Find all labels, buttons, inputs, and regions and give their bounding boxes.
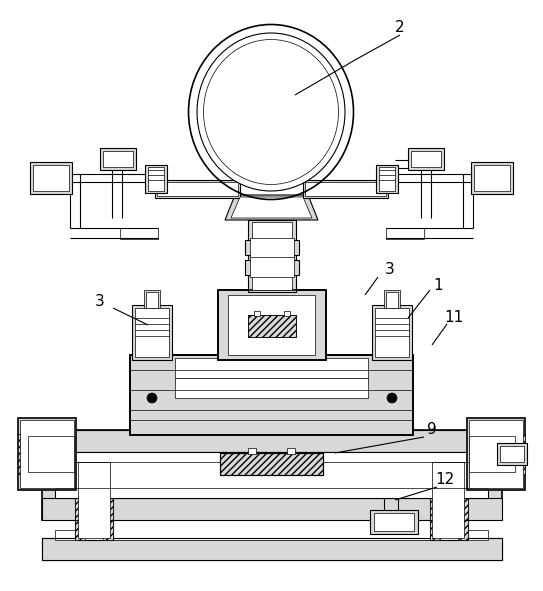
Bar <box>254 311 260 316</box>
Ellipse shape <box>204 40 338 184</box>
Bar <box>42 538 502 560</box>
Bar <box>250 238 294 258</box>
Bar <box>228 295 315 355</box>
Bar <box>130 355 413 435</box>
Bar <box>245 240 299 255</box>
Bar <box>75 520 468 540</box>
Bar <box>28 436 74 472</box>
Bar <box>132 305 172 360</box>
Bar <box>458 460 468 540</box>
Bar <box>386 292 398 308</box>
Bar <box>33 165 69 191</box>
Ellipse shape <box>197 33 345 191</box>
Bar <box>430 460 468 540</box>
Bar <box>130 355 413 435</box>
Bar <box>144 290 160 310</box>
Bar <box>384 290 400 310</box>
Bar <box>18 434 28 474</box>
Bar <box>469 420 523 488</box>
Bar <box>252 222 292 290</box>
Bar <box>42 430 502 452</box>
Bar <box>248 315 296 337</box>
Bar <box>220 453 323 475</box>
Bar <box>375 308 409 357</box>
Bar <box>103 151 133 167</box>
Bar <box>42 538 502 560</box>
Bar <box>20 420 74 488</box>
Bar <box>474 165 510 191</box>
Bar <box>157 182 238 196</box>
Text: 12: 12 <box>435 472 454 488</box>
Bar <box>303 180 388 198</box>
Bar <box>374 513 414 531</box>
Bar <box>379 167 395 191</box>
Bar <box>175 378 368 398</box>
Bar <box>148 167 164 191</box>
Text: 3: 3 <box>385 262 395 278</box>
Bar <box>18 418 76 490</box>
Bar <box>103 460 113 540</box>
Bar <box>100 148 136 170</box>
Bar <box>432 462 464 538</box>
Bar <box>411 151 441 167</box>
Bar <box>370 510 418 534</box>
Bar <box>467 418 525 490</box>
Bar <box>120 228 158 239</box>
Bar <box>248 220 296 292</box>
Bar <box>42 538 502 560</box>
Bar <box>218 290 326 360</box>
Bar <box>218 290 326 360</box>
Bar <box>284 311 290 316</box>
Bar <box>220 453 323 475</box>
Bar <box>305 182 386 196</box>
Text: 11: 11 <box>444 310 464 326</box>
Bar <box>42 498 502 520</box>
Bar <box>386 228 424 239</box>
Text: 9: 9 <box>427 423 437 437</box>
Text: 1: 1 <box>433 278 443 293</box>
Text: 2: 2 <box>395 21 405 35</box>
Bar <box>78 462 110 538</box>
Bar <box>175 358 368 378</box>
Bar <box>515 434 525 474</box>
Bar <box>248 448 256 454</box>
Bar <box>372 305 412 360</box>
Bar <box>218 290 326 360</box>
Polygon shape <box>225 195 318 220</box>
Bar <box>135 308 169 357</box>
Bar <box>55 530 488 540</box>
Bar <box>430 460 440 540</box>
Bar <box>469 436 515 472</box>
Bar <box>245 260 299 275</box>
Polygon shape <box>231 197 312 218</box>
Bar <box>30 162 72 194</box>
Bar <box>287 448 295 454</box>
Bar <box>408 148 444 170</box>
Bar <box>500 446 524 462</box>
Bar <box>497 443 527 465</box>
Bar <box>42 430 502 452</box>
Bar <box>42 498 502 520</box>
Bar <box>42 430 502 520</box>
Bar <box>75 460 85 540</box>
Bar <box>376 165 398 193</box>
Circle shape <box>147 393 157 403</box>
Bar <box>146 292 158 308</box>
Text: 3: 3 <box>95 294 105 310</box>
Bar <box>130 355 413 435</box>
Bar <box>155 180 240 198</box>
Bar <box>471 162 513 194</box>
Bar <box>75 460 113 540</box>
Bar <box>145 165 167 193</box>
Bar <box>250 257 294 277</box>
Bar <box>248 315 296 337</box>
Bar <box>55 452 488 498</box>
Circle shape <box>387 393 397 403</box>
